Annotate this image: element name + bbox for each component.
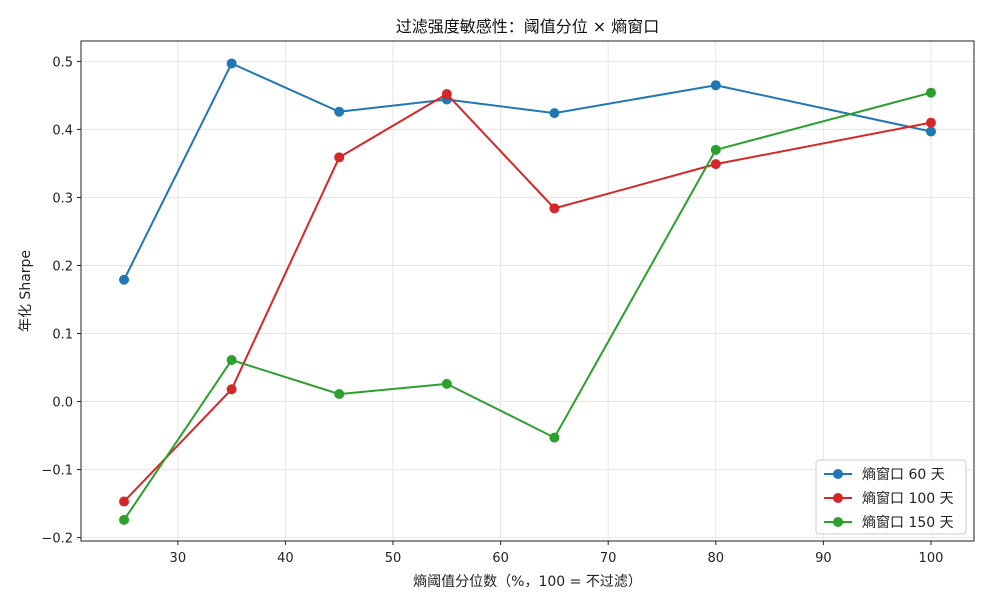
data-point (119, 496, 130, 507)
x-axis-label: 熵阈值分位数（%，100 = 不过滤） (413, 574, 642, 590)
data-point (710, 159, 721, 170)
legend-item: 熵窗口 100 天 (824, 490, 954, 507)
data-point (119, 514, 130, 525)
legend-marker (833, 517, 843, 527)
legend-label: 熵窗口 150 天 (862, 514, 954, 531)
data-point (925, 117, 936, 128)
series-line (123, 92, 932, 503)
series-line (123, 62, 932, 281)
x-tick-label: 90 (815, 551, 832, 566)
y-tick-label: −0.1 (41, 464, 73, 479)
y-axis-label: 年化 Sharpe (18, 250, 34, 332)
data-point (226, 355, 237, 366)
y-tick-label: −0.2 (41, 532, 73, 547)
x-tick-label: 100 (919, 551, 944, 566)
legend-box (815, 459, 967, 535)
data-point (549, 203, 560, 214)
data-point (549, 108, 560, 119)
data-point (334, 389, 345, 400)
data-point (925, 87, 936, 98)
y-tick-label: 0.4 (52, 123, 73, 138)
data-point (334, 152, 345, 163)
y-tick-label: 0.1 (52, 328, 73, 343)
legend-label: 熵窗口 100 天 (862, 490, 954, 507)
data-point (441, 378, 452, 389)
legend-item: 熵窗口 150 天 (824, 514, 954, 531)
data-point (226, 384, 237, 395)
x-tick-label: 40 (277, 551, 294, 566)
legend-label: 熵窗口 60 天 (862, 466, 945, 483)
data-point (226, 58, 237, 69)
data-point (925, 126, 936, 137)
y-tick-label: 0.3 (52, 191, 73, 206)
y-axis: −0.2 −0.1 0.0 0.1 0.2 0.3 0.4 0.5 (41, 55, 81, 547)
data-point (119, 274, 130, 285)
series-1 (119, 58, 936, 285)
legend-marker (833, 493, 843, 503)
y-tick-label: 0.5 (52, 55, 73, 70)
chart-title: 过滤强度敏感性：阈值分位 × 熵窗口 (396, 17, 660, 36)
legend-marker (833, 469, 843, 479)
series-3 (119, 87, 936, 525)
x-tick-label: 70 (600, 551, 617, 566)
data-point (710, 144, 721, 155)
data-point (549, 432, 560, 443)
data-point (710, 80, 721, 91)
y-tick-label: 0.0 (52, 396, 73, 411)
x-axis: 30 40 50 60 70 80 90 100 (170, 541, 944, 566)
series-2 (119, 89, 936, 507)
x-tick-label: 80 (708, 551, 725, 566)
data-point (441, 89, 452, 100)
series-layer (119, 58, 936, 525)
legend-item: 熵窗口 60 天 (824, 466, 945, 483)
x-tick-label: 60 (492, 551, 509, 566)
data-point (334, 106, 345, 117)
y-tick-label: 0.2 (52, 259, 73, 274)
x-tick-label: 50 (385, 551, 402, 566)
x-tick-label: 30 (170, 551, 187, 566)
plot-frame (80, 40, 975, 542)
series-line (123, 91, 932, 521)
